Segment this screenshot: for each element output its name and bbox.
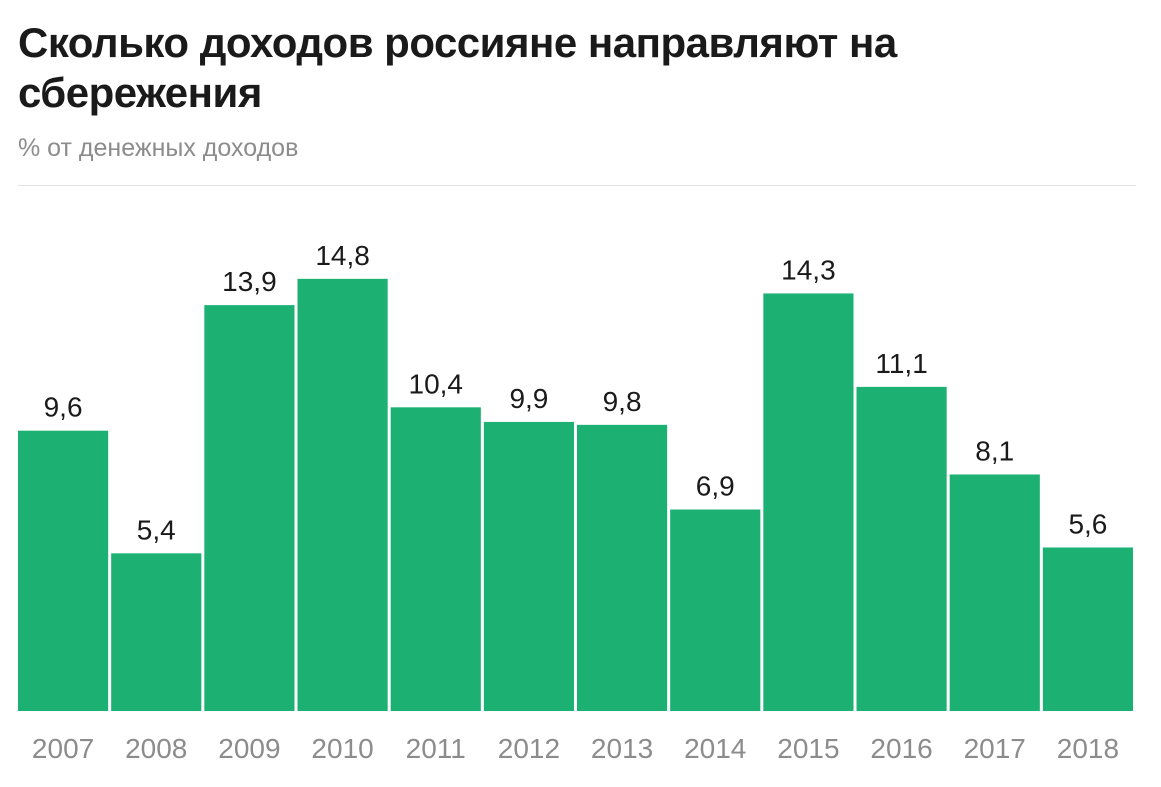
data-label-2015: 14,3: [781, 254, 836, 285]
data-label-2010: 14,8: [315, 240, 370, 271]
x-tick-2014: 2014: [684, 733, 746, 764]
data-label-2007: 9,6: [44, 392, 83, 423]
x-tick-2009: 2009: [218, 733, 280, 764]
data-label-2018: 5,6: [1068, 508, 1107, 539]
x-tick-2017: 2017: [964, 733, 1026, 764]
bar-2010: [297, 278, 388, 711]
x-tick-2011: 2011: [406, 733, 466, 764]
bar-2018: [1042, 547, 1133, 711]
data-label-2008: 5,4: [137, 514, 176, 545]
data-label-2014: 6,9: [696, 471, 735, 502]
x-tick-2013: 2013: [591, 733, 653, 764]
data-label-2017: 8,1: [975, 435, 1014, 466]
data-label-2012: 9,9: [509, 383, 548, 414]
bar-2009: [204, 305, 295, 711]
data-label-2011: 10,4: [409, 368, 464, 399]
bar-2015: [763, 293, 854, 711]
bar-2017: [949, 474, 1040, 711]
bar-2007: [18, 430, 109, 711]
x-tick-2010: 2010: [311, 733, 373, 764]
data-labels-group: 9,6 5,4 13,9 14,8 10,4 9,9 9,8 6,9 14,3 11,1 8,1 5,…: [44, 240, 1108, 545]
x-tick-2012: 2012: [498, 733, 560, 764]
bar-2012: [483, 421, 574, 711]
chart-subtitle: % от денежных доходов: [18, 134, 299, 162]
bar-2008: [111, 553, 202, 711]
x-tick-2016: 2016: [870, 733, 932, 764]
bar-2016: [856, 386, 947, 711]
data-label-2016: 11,1: [875, 348, 927, 379]
bar-2011: [390, 407, 481, 711]
bars-group: [18, 278, 1133, 711]
bar-2014: [670, 509, 761, 711]
x-tick-2008: 2008: [125, 733, 187, 764]
data-label-2013: 9,8: [603, 386, 642, 417]
x-tick-2015: 2015: [777, 733, 839, 764]
bar-2013: [577, 424, 668, 711]
x-tick-labels-group: 2007 2008 2009 2010 2011 2012 2013 2014 2015 2016…: [32, 733, 1119, 764]
x-tick-2007: 2007: [32, 733, 94, 764]
data-label-2009: 13,9: [222, 266, 277, 297]
header-divider: [18, 185, 1136, 186]
chart-title: Сколько доходов россияне направляют на с…: [18, 19, 897, 116]
x-tick-2018: 2018: [1057, 733, 1119, 764]
